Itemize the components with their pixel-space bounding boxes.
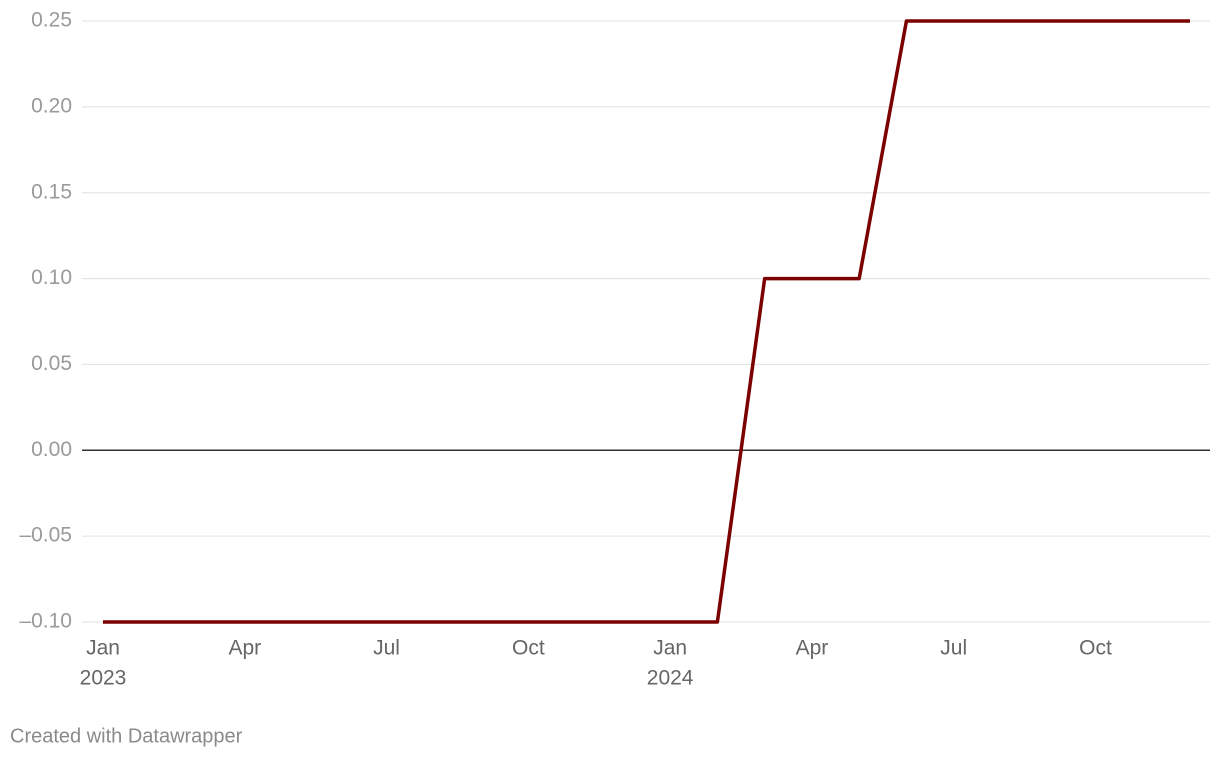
x-tick-label: Oct: [512, 637, 545, 660]
x-tick-label: 2023: [80, 667, 127, 690]
y-tick-label: 0.10: [31, 266, 72, 289]
y-tick-label: 0.00: [31, 438, 72, 461]
y-tick-label: –0.10: [19, 610, 72, 633]
y-tick-label: –0.05: [19, 524, 72, 547]
x-tick-label: Jul: [940, 637, 967, 660]
x-tick-label: Jan: [653, 637, 687, 660]
x-tick-label: Apr: [228, 637, 261, 660]
x-tick-label: Jul: [373, 637, 400, 660]
x-tick-label: Apr: [796, 637, 829, 660]
line: [103, 19, 1190, 624]
footer: Created with Datawrapper: [10, 725, 243, 747]
y-tick-label: 0.25: [31, 9, 72, 32]
y-tick-label: 0.05: [31, 352, 72, 375]
y-tick-label: 0.15: [31, 180, 72, 203]
x-tick-label: Jan: [86, 637, 120, 660]
x-tick-label: Oct: [1079, 637, 1112, 660]
x-tick-label: 2024: [647, 667, 694, 690]
y-tick-label: 0.20: [31, 94, 72, 117]
